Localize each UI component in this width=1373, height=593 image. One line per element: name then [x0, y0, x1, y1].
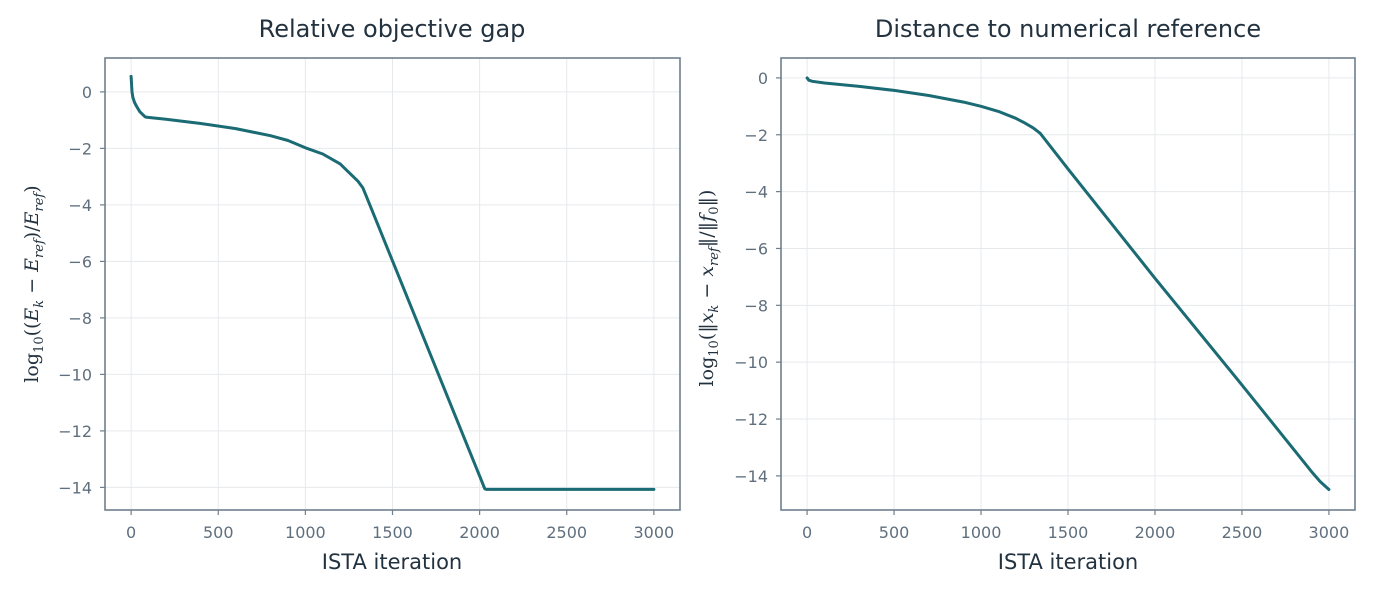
x-tick-label: 2000	[1135, 523, 1176, 542]
y-label-sub-10: 10	[32, 336, 47, 353]
x-tick-label: 1500	[1048, 523, 1089, 542]
series-line	[805, 76, 1331, 491]
y-tick-label: −6	[744, 239, 768, 258]
y-axis-label: log10((Ek − Eref)/Eref)	[21, 185, 47, 382]
series-line	[129, 74, 656, 491]
y-tick-label: −10	[58, 365, 92, 384]
x-tick-label: 2500	[1222, 523, 1263, 542]
y-tick-label: −14	[734, 467, 768, 486]
y-label-ek: E	[21, 308, 43, 323]
y-tick-label: −6	[68, 252, 92, 271]
y-tick-label: 0	[758, 69, 768, 88]
y-tick-label: −14	[58, 478, 92, 497]
plot-frame	[104, 57, 681, 511]
y-tick-label: −8	[744, 296, 768, 315]
x-tick-label: 1000	[961, 523, 1002, 542]
x-tick-label: 2500	[546, 523, 587, 542]
x-tick-label: 1500	[372, 523, 413, 542]
y-tick-label: −2	[744, 126, 768, 145]
y-tick-label: −2	[68, 139, 92, 158]
chart-panel-distance-to-reference: Distance to numerical reference 0 500 1000…	[696, 15, 1356, 574]
y-axis-label: log10(‖xk − xref‖/‖f0‖)	[696, 190, 722, 387]
x-tick-label: 1000	[285, 523, 326, 542]
y-tick-label: −12	[58, 422, 92, 441]
x-tick-label: 0	[802, 523, 812, 542]
x-tick-label: 3000	[1309, 523, 1350, 542]
chart-title: Distance to numerical reference	[875, 15, 1261, 43]
y-label-log: log	[21, 353, 43, 383]
y-tick-label: −8	[68, 309, 92, 328]
y-label-body: ((	[21, 322, 43, 337]
y-tick-label: −4	[68, 196, 92, 215]
chart-panel-relative-objective-gap: Relative objective gap 0 500 1000 1500 2000 2…	[21, 15, 681, 574]
y-tick-label: −4	[744, 183, 768, 202]
x-axis-label: ISTA iteration	[322, 550, 462, 574]
y-tick-label: −10	[734, 353, 768, 372]
x-axis-label: ISTA iteration	[998, 550, 1138, 574]
x-tick-label: 3000	[634, 523, 675, 542]
y-tick-label: 0	[82, 83, 92, 102]
plot-frame	[780, 57, 1356, 511]
x-tick-label: 500	[879, 523, 910, 542]
y-tick-label: −12	[734, 410, 768, 429]
x-tick-label: 500	[203, 523, 234, 542]
x-tick-label: 0	[126, 523, 136, 542]
x-tick-label: 2000	[459, 523, 500, 542]
chart-title: Relative objective gap	[259, 15, 526, 43]
